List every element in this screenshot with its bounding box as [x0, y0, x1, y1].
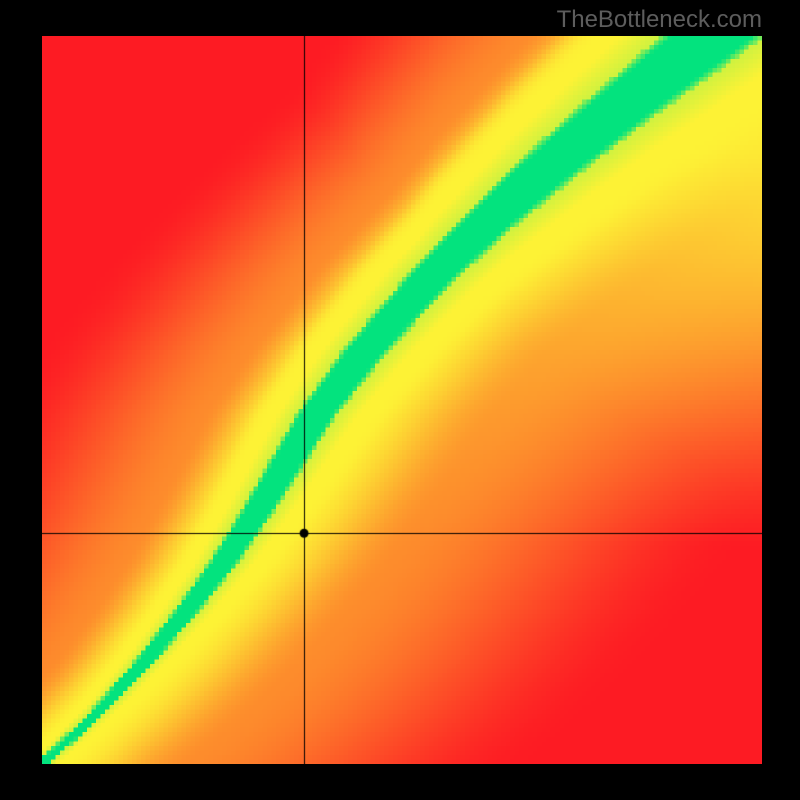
chart-container: TheBottleneck.com — [0, 0, 800, 800]
watermark-text: TheBottleneck.com — [557, 6, 762, 34]
bottleneck-heatmap — [42, 36, 762, 764]
